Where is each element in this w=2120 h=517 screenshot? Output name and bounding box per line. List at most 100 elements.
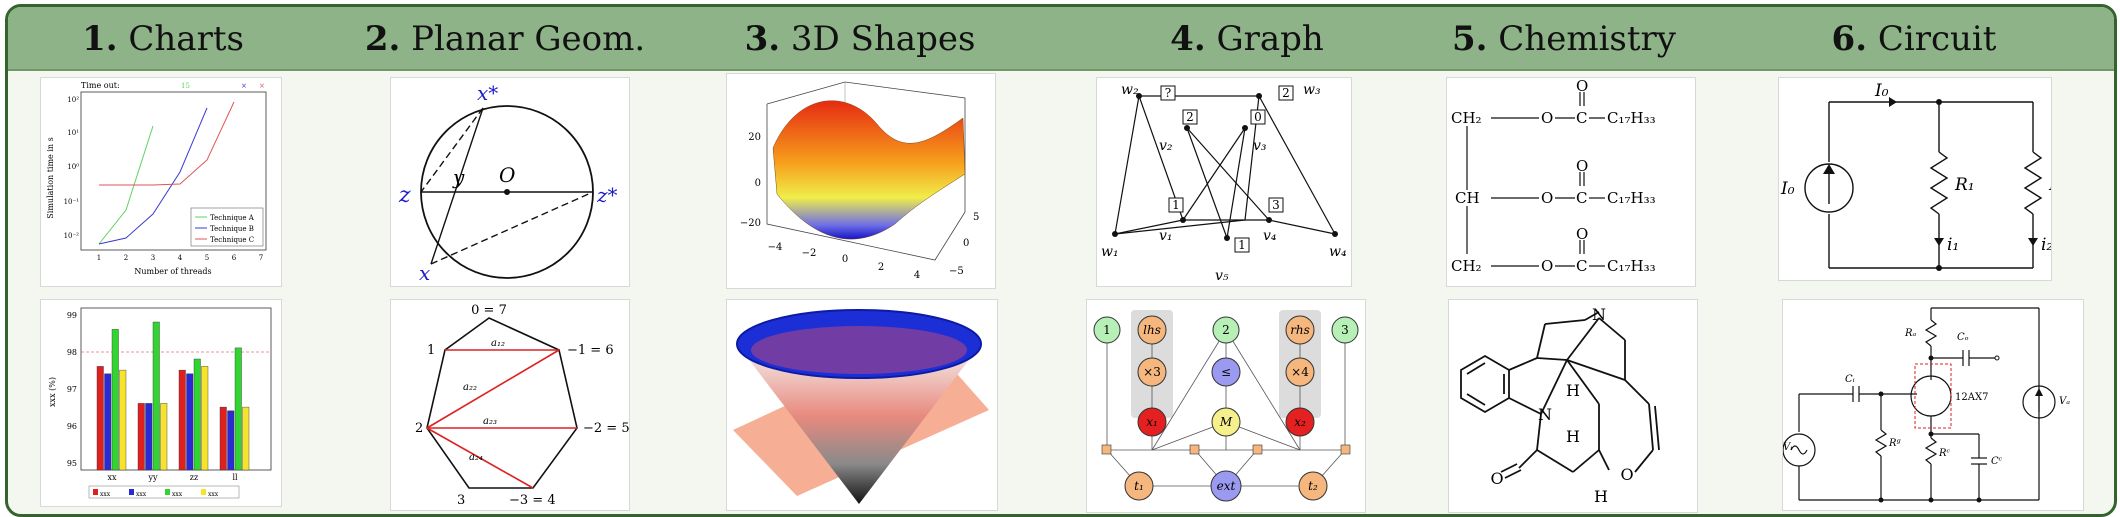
current-divider-circuit: I₀ I₀ R₁ R₂ i₁ i₂	[1780, 81, 2051, 271]
x-category: xx	[107, 473, 117, 482]
svg-text:Rᶜ: Rᶜ	[1938, 448, 1951, 459]
cone-panel	[726, 299, 998, 511]
label-x-star: x*	[477, 81, 498, 105]
bar	[152, 321, 160, 471]
svg-text:O: O	[1576, 225, 1588, 243]
legend	[190, 207, 264, 247]
triglyceride: CH₂ O C C₁₇H₃₃ O CH O C C₁₇H₃₃ O CH₂ O C…	[1451, 78, 1656, 275]
line-chart: Time out: 15 × × Simulation time in s Nu…	[46, 81, 267, 276]
svg-text:−4: −4	[768, 242, 783, 253]
svg-text:I₀: I₀	[1874, 81, 1889, 101]
series-technique-c	[99, 101, 235, 186]
bar	[104, 373, 112, 471]
svg-text:1: 1	[1238, 238, 1246, 252]
svg-text:O: O	[1620, 465, 1633, 484]
svg-text:O: O	[1541, 257, 1553, 275]
svg-text:CH: CH	[1455, 189, 1480, 207]
y-tick: 10⁻¹	[64, 198, 80, 206]
x-category: zz	[190, 473, 198, 482]
svg-text:Cₒ: Cₒ	[1957, 332, 1969, 343]
svg-text:−20: −20	[740, 218, 761, 229]
factor-graph: 1 lhs 2 rhs 3 ×3 ≤ ×4 x₁ M x₂ t₁ ext t₂	[1093, 310, 1359, 502]
svg-text:×: ×	[241, 82, 247, 90]
svg-text:4: 4	[914, 270, 920, 281]
bar	[219, 406, 227, 471]
bipartite-graph-panel: w₂ w₃ v₂ v₃ v₁ v₄ w₁ w₄ v₅ ? 2 2 0 1 3 1	[1096, 77, 1352, 287]
svg-text:v₂: v₂	[1159, 138, 1173, 154]
series-technique-b	[98, 107, 208, 245]
svg-text:−5: −5	[949, 266, 964, 277]
y-tick: 97	[67, 385, 77, 394]
svg-text:Vₐ: Vₐ	[2059, 396, 2070, 407]
header-bar: 1. Charts 2. Planar Geom. 3. 3D Shapes 4…	[8, 7, 2114, 71]
svg-text:−1 = 6: −1 = 6	[567, 343, 614, 358]
svg-text:Rᵍ: Rᵍ	[1888, 438, 1902, 449]
svg-text:0: 0	[963, 238, 969, 249]
svg-text:i₂: i₂	[2041, 235, 2051, 255]
svg-text:−3 = 4: −3 = 4	[509, 493, 556, 508]
x-category: yy	[147, 473, 158, 482]
svg-text:xxx: xxx	[136, 491, 147, 498]
svg-text:R₂: R₂	[2048, 175, 2051, 195]
svg-text:w₁: w₁	[1101, 244, 1119, 260]
svg-text:3: 3	[1341, 323, 1349, 337]
svg-text:Rₐ: Rₐ	[1904, 328, 1917, 339]
bar	[201, 366, 209, 471]
svg-text:Cᵢ: Cᵢ	[1845, 374, 1855, 385]
circle-geometry-panel: x* z z* x O y	[390, 77, 630, 287]
svg-text:N: N	[1538, 405, 1552, 424]
column-title-charts: 1. Charts	[82, 19, 244, 59]
x-tick: 6	[232, 254, 237, 262]
svg-text:0: 0	[1254, 110, 1262, 124]
bar	[193, 358, 201, 471]
factor-graph-panel: 1 lhs 2 rhs 3 ×3 ≤ ×4 x₁ M x₂ t₁ ext t₂	[1086, 299, 1366, 513]
svg-text:12AX7: 12AX7	[1955, 392, 1988, 403]
y-tick: 10⁻²	[64, 232, 80, 240]
svg-text:Cᶜ: Cᶜ	[1991, 456, 2003, 467]
svg-text:C₁₇H₃₃: C₁₇H₃₃	[1607, 109, 1656, 127]
line-chart-panel: Time out: 15 × × Simulation time in s Nu…	[40, 77, 282, 287]
svg-text:xxx: xxx	[208, 491, 219, 498]
svg-text:2: 2	[1222, 323, 1230, 337]
y-tick: 99	[67, 311, 77, 320]
svg-text:O: O	[1541, 109, 1553, 127]
figure-frame: 1. Charts 2. Planar Geom. 3. 3D Shapes 4…	[5, 4, 2117, 517]
legend-entry: Technique C	[210, 236, 254, 244]
bar	[145, 403, 153, 471]
bar	[137, 403, 145, 471]
svg-text:I₀: I₀	[1780, 179, 1795, 199]
circle-geometry: x* z z* x O y	[398, 81, 618, 285]
svg-text:CH₂: CH₂	[1451, 109, 1482, 127]
label-z-star: z*	[596, 183, 618, 207]
y-tick: 10²	[67, 96, 79, 104]
label-y: y	[452, 165, 465, 189]
x-category: ll	[232, 473, 238, 482]
svg-text:rhs: rhs	[1290, 323, 1310, 337]
svg-text:v₄: v₄	[1263, 228, 1277, 244]
bar	[186, 373, 194, 471]
svg-text:v₅: v₅	[1215, 268, 1229, 284]
svg-text:a₁₂: a₁₂	[491, 338, 505, 349]
bar	[227, 410, 235, 471]
svg-text:a₂₃: a₂₃	[483, 416, 497, 427]
svg-text:3: 3	[1272, 198, 1280, 212]
y-tick: 96	[67, 422, 77, 431]
legend-entry: Technique A	[210, 214, 255, 222]
svg-text:?: ?	[1165, 86, 1171, 100]
x-tick: 4	[178, 254, 183, 262]
svg-text:i₁: i₁	[1947, 235, 1959, 255]
current-divider-panel: I₀ I₀ R₁ R₂ i₁ i₂	[1778, 77, 2052, 281]
svg-text:xxx: xxx	[100, 491, 111, 498]
svg-text:0 = 7: 0 = 7	[471, 303, 507, 318]
x-tick: 2	[124, 254, 128, 262]
svg-text:C: C	[1576, 109, 1587, 127]
y-tick: 98	[67, 348, 77, 357]
saddle-surface: 20 0 −20 −4 −2 0 2 4 5 0 −5	[740, 81, 979, 281]
bar	[160, 403, 168, 471]
svg-text:CH₂: CH₂	[1451, 257, 1482, 275]
svg-text:O: O	[1576, 78, 1588, 95]
svg-text:2: 2	[1282, 86, 1290, 100]
column-title-3d: 3. 3D Shapes	[744, 19, 976, 59]
bar	[178, 369, 186, 471]
svg-text:x₂: x₂	[1294, 415, 1306, 429]
